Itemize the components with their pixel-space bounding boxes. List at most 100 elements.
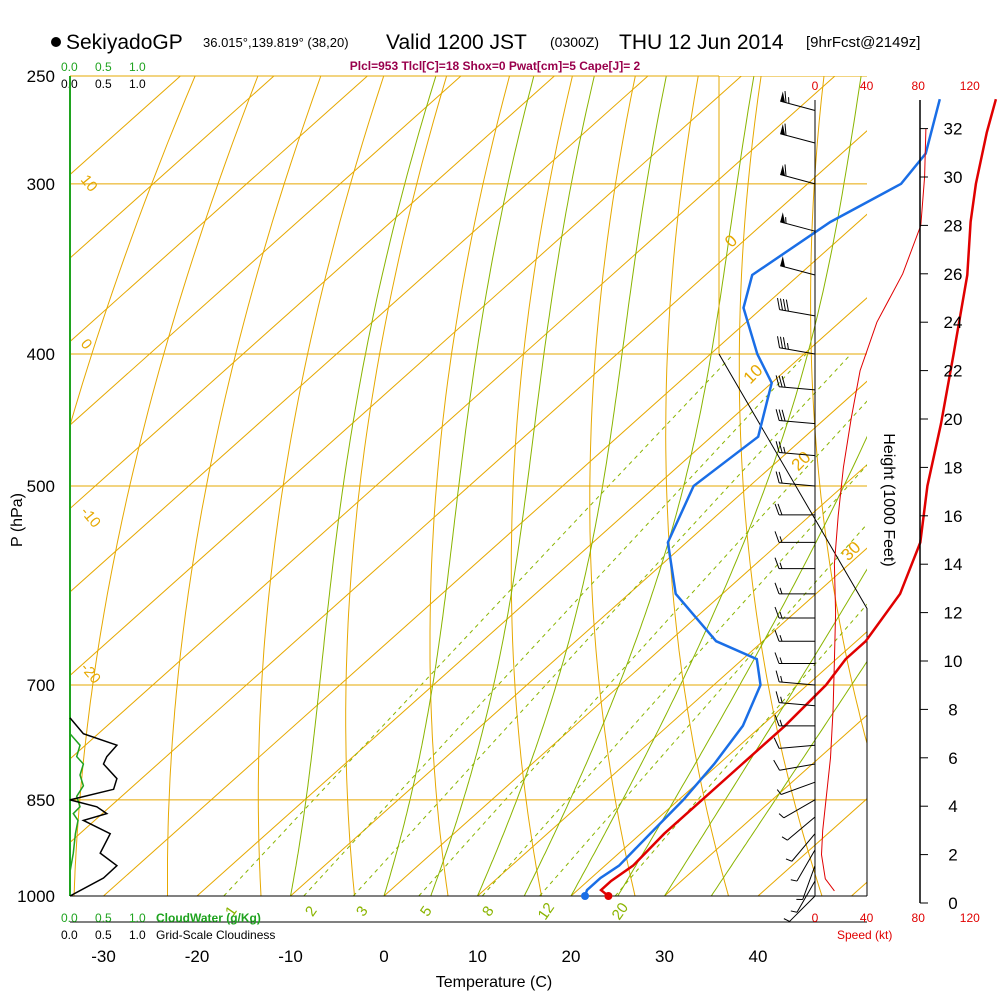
height-tick-label: 26 xyxy=(944,265,963,284)
dry-adiabat-line xyxy=(345,76,448,896)
temperature-tick-label: 10 xyxy=(468,947,487,966)
wind-barb-shaft xyxy=(779,482,816,487)
wind-barb-shaft xyxy=(780,174,816,185)
cloud-profiles xyxy=(69,717,119,897)
background-grid xyxy=(70,76,1000,896)
svg-text:0.0: 0.0 xyxy=(61,911,78,925)
wind-barb-half-feather xyxy=(790,910,798,913)
pressure-tick-label: 700 xyxy=(27,676,55,695)
wind-barb xyxy=(775,691,816,707)
wind-barb-shaft xyxy=(783,799,816,819)
wind-barb-feather xyxy=(774,630,780,642)
moist-adiabat-line xyxy=(523,76,755,896)
temperature-axis-labels: -30 -20 -10 0 10 20 30 40 xyxy=(91,947,767,966)
speed-axis-title: Speed (kt) xyxy=(837,928,892,942)
wind-barb-shaft xyxy=(779,386,816,391)
height-tick-label: 0 xyxy=(948,894,957,913)
cloudiness-top-ticks: 0.0 0.5 1.0 xyxy=(61,77,146,91)
wind-barb-half-feather xyxy=(780,696,783,704)
wind-barb-shaft xyxy=(796,849,816,882)
wind-barb-feather xyxy=(785,299,789,312)
wind-barb-flag xyxy=(780,164,786,176)
isotherm-label: 10 xyxy=(77,172,101,196)
wind-barb-feather xyxy=(778,409,783,421)
pressure-tick-label: 400 xyxy=(27,345,55,364)
wind-barb xyxy=(775,670,816,686)
wind-barb xyxy=(774,531,815,543)
wind-barb xyxy=(777,336,816,355)
wind-barb-feather xyxy=(778,375,783,388)
wind-barb-shaft xyxy=(779,681,816,686)
speed-tick-top: 80 xyxy=(912,79,926,93)
wind-barb-feather xyxy=(784,123,787,136)
isotherm-line xyxy=(664,714,867,896)
wind-barb xyxy=(783,895,816,922)
wind-barb-shaft xyxy=(779,420,816,425)
wind-barb xyxy=(776,781,816,795)
wind-barb-shaft xyxy=(779,452,816,457)
dry-adiabat-line xyxy=(810,76,867,746)
wind-barb-shaft xyxy=(780,221,816,232)
wind-barb-feather xyxy=(777,336,781,348)
wind-barb-shaft xyxy=(791,833,816,862)
wind-barb-feather xyxy=(778,471,783,484)
speed-tick-top: 120 xyxy=(960,79,980,93)
isotherm-line xyxy=(477,547,867,896)
cloudwater-bottom-legend: 0.0 0.5 1.0 CloudWater (g/Kg) xyxy=(61,911,261,925)
dry-adiabat-line xyxy=(665,76,730,896)
svg-text:CloudWater (g/Kg): CloudWater (g/Kg) xyxy=(156,911,261,925)
wind-barb-half-feather xyxy=(779,657,783,664)
wind-barb xyxy=(780,212,816,232)
temperature-tick-label: 30 xyxy=(655,947,674,966)
svg-text:0.5: 0.5 xyxy=(95,911,112,925)
wind-barb-shaft xyxy=(789,895,816,922)
surface-temperature-dot xyxy=(604,892,613,900)
wind-barb-half-feather xyxy=(778,813,785,819)
moist-adiabat-line xyxy=(290,76,437,896)
mixing-ratio-line xyxy=(418,400,867,896)
height-tick-label: 32 xyxy=(944,120,963,139)
wind-barb-feather xyxy=(774,557,780,569)
wind-barb-half-feather xyxy=(785,858,793,862)
cloudiness-bottom-legend: 0.0 0.5 1.0 Grid-Scale Cloudiness xyxy=(61,928,275,942)
wind-barb-shaft xyxy=(779,309,816,317)
isotherm-line xyxy=(945,76,1000,896)
wind-barb-shaft xyxy=(802,865,816,900)
height-tick-label: 14 xyxy=(944,555,963,574)
wind-barb xyxy=(790,880,816,913)
wind-barb xyxy=(773,737,816,749)
temperature-tick-label: -20 xyxy=(185,947,210,966)
wind-barb-feather xyxy=(774,714,780,727)
isotherm-label-right: 0 xyxy=(721,231,741,251)
mixing-ratio-label: 12 xyxy=(535,900,558,923)
wind-barb-shaft xyxy=(780,133,816,144)
station-name: SekiyadoGP xyxy=(66,31,183,54)
dry-adiabat-line xyxy=(70,76,196,428)
height-tick-label: 24 xyxy=(944,313,963,332)
svg-text:1.0: 1.0 xyxy=(129,911,146,925)
wind-barb-feather xyxy=(779,336,783,349)
wind-barbs xyxy=(773,90,816,922)
wind-barb-feather xyxy=(775,409,780,421)
wind-barb xyxy=(780,256,816,276)
wind-barb-flag xyxy=(780,91,786,103)
wind-barb-shaft xyxy=(796,880,816,913)
mixing-ratio-label: 3 xyxy=(353,903,372,920)
wind-barb xyxy=(774,557,815,570)
speed-tick-bottom: 80 xyxy=(912,911,926,925)
height-tick-label: 18 xyxy=(944,458,963,477)
surface-dewpoint-dot xyxy=(581,892,590,900)
svg-text:0.0: 0.0 xyxy=(61,928,78,942)
temperature-profile xyxy=(599,98,998,897)
wind-barb-shaft xyxy=(779,744,816,749)
wind-barb xyxy=(780,123,816,144)
tropopause-boundary xyxy=(718,353,868,896)
height-tick-label: 6 xyxy=(948,749,957,768)
moist-adiabat-line xyxy=(664,568,867,896)
mixing-ratio-line xyxy=(539,523,867,896)
wind-barb-shaft xyxy=(779,702,816,707)
wind-barb-half-feather xyxy=(779,719,783,726)
wind-barb xyxy=(773,759,816,771)
wind-barb-feather xyxy=(778,441,783,453)
